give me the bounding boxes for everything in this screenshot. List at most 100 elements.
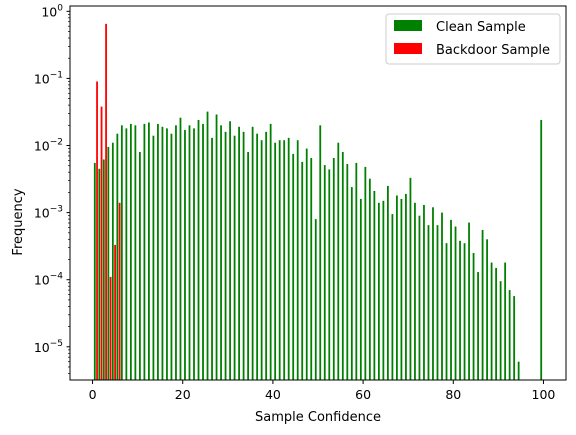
legend-label-clean: Clean Sample <box>436 20 526 35</box>
x-tick-label: 0 <box>89 387 97 402</box>
clean-sample-bar <box>504 262 507 380</box>
clean-sample-bar <box>350 187 353 380</box>
clean-sample-bar <box>274 142 277 380</box>
clean-sample-bar <box>373 190 376 380</box>
clean-sample-bar <box>445 243 448 380</box>
clean-sample-bar <box>161 126 164 380</box>
clean-sample-bar <box>414 202 416 380</box>
y-tick-label: 10−2 <box>34 138 63 154</box>
clean-sample-bar <box>472 253 475 380</box>
legend-label-backdoor: Backdoor Sample <box>436 43 550 58</box>
y-tick-label: 10−5 <box>34 339 63 355</box>
clean-sample-bar <box>400 198 403 380</box>
clean-sample-bar <box>427 225 430 380</box>
y-axis-label: Frequency <box>11 188 26 255</box>
y-tick-label: 100 <box>41 3 63 19</box>
clean-sample-bar <box>143 123 146 380</box>
clean-sample-bar <box>184 130 186 380</box>
plot-frame <box>69 5 567 381</box>
clean-sample-bar <box>265 131 268 380</box>
backdoor-sample-bar <box>100 106 103 380</box>
clean-sample-bar <box>301 161 304 380</box>
clean-sample-bar <box>170 133 173 380</box>
clean-sample-bar <box>432 207 434 380</box>
clean-sample-bar <box>197 120 200 380</box>
y-axis-ticks: 10−5 10−4 10−3 10−2 10−1 100 <box>34 3 70 374</box>
clean-sample-bar <box>310 158 313 380</box>
backdoor-sample-bar <box>96 81 98 380</box>
clean-sample-bar <box>382 200 385 380</box>
clean-sample-bar <box>314 219 317 380</box>
clean-sample-bar <box>120 125 123 380</box>
clean-sample-bar <box>242 131 245 380</box>
clean-sample-bars <box>93 111 543 381</box>
clean-sample-bar <box>152 135 155 380</box>
clean-sample-bar <box>405 193 407 380</box>
clean-sample-bar <box>490 262 493 380</box>
clean-sample-bar <box>355 162 358 380</box>
clean-sample-bar <box>517 361 520 380</box>
legend-swatch-clean <box>394 20 422 31</box>
clean-sample-bar <box>102 159 105 380</box>
legend-swatch-backdoor <box>394 43 422 54</box>
clean-sample-bar <box>157 123 159 380</box>
clean-sample-bar <box>391 214 394 380</box>
clean-sample-bar <box>499 281 502 380</box>
clean-sample-bar <box>251 126 254 380</box>
clean-sample-bar <box>188 125 191 380</box>
clean-sample-bar <box>202 123 204 380</box>
clean-sample-bar <box>292 153 295 380</box>
clean-sample-bar <box>441 212 443 380</box>
clean-sample-bar <box>359 198 362 380</box>
clean-sample-bar <box>481 230 484 380</box>
clean-sample-bar <box>319 125 322 380</box>
clean-sample-bar <box>269 123 272 380</box>
clean-sample-bar <box>278 140 281 380</box>
legend: Clean Sample Backdoor Sample <box>385 13 561 65</box>
clean-sample-bar <box>454 226 457 380</box>
clean-sample-bar <box>296 140 299 380</box>
x-tick-label: 60 <box>355 387 371 402</box>
clean-sample-bar <box>166 128 168 380</box>
clean-sample-bar <box>477 272 479 380</box>
x-tick-label: 20 <box>175 387 191 402</box>
clean-sample-bar <box>283 140 286 380</box>
clean-sample-bar <box>423 204 425 380</box>
clean-sample-bar <box>111 142 114 380</box>
clean-sample-bar <box>206 111 209 381</box>
y-tick-label: 10−4 <box>34 272 63 288</box>
clean-sample-bar <box>436 225 439 380</box>
backdoor-sample-bar <box>105 23 107 381</box>
clean-sample-bar <box>287 137 290 380</box>
clean-sample-bar <box>396 195 398 380</box>
clean-sample-bar <box>337 142 340 380</box>
clean-sample-bar <box>148 122 150 380</box>
clean-sample-bar <box>513 296 516 380</box>
x-tick-label: 40 <box>265 387 281 402</box>
clean-sample-bar <box>260 140 263 380</box>
clean-sample-bar <box>328 169 331 380</box>
y-tick-label: 10−1 <box>34 70 63 86</box>
clean-sample-bar <box>179 117 182 380</box>
clean-sample-bar <box>418 215 421 380</box>
clean-sample-bar <box>175 125 177 380</box>
clean-sample-bar <box>134 125 137 380</box>
clean-sample-bar <box>220 125 222 380</box>
clean-sample-bar <box>495 267 498 380</box>
clean-sample-bar <box>332 158 335 380</box>
clean-sample-bar <box>229 121 231 381</box>
clean-sample-bar <box>125 128 128 380</box>
backdoor-sample-bars <box>96 23 121 381</box>
clean-sample-bar <box>256 133 259 380</box>
clean-sample-bar <box>409 177 412 380</box>
clean-sample-bar <box>450 219 452 380</box>
clean-sample-bar <box>459 240 461 380</box>
x-axis-ticks: 0 20 40 60 80 100 <box>89 380 555 402</box>
clean-sample-bar <box>233 135 236 380</box>
clean-sample-bar <box>463 243 466 380</box>
clean-sample-bar <box>377 202 380 380</box>
clean-sample-bar <box>386 185 389 380</box>
backdoor-sample-bar <box>109 276 112 380</box>
clean-sample-bar <box>508 290 511 380</box>
